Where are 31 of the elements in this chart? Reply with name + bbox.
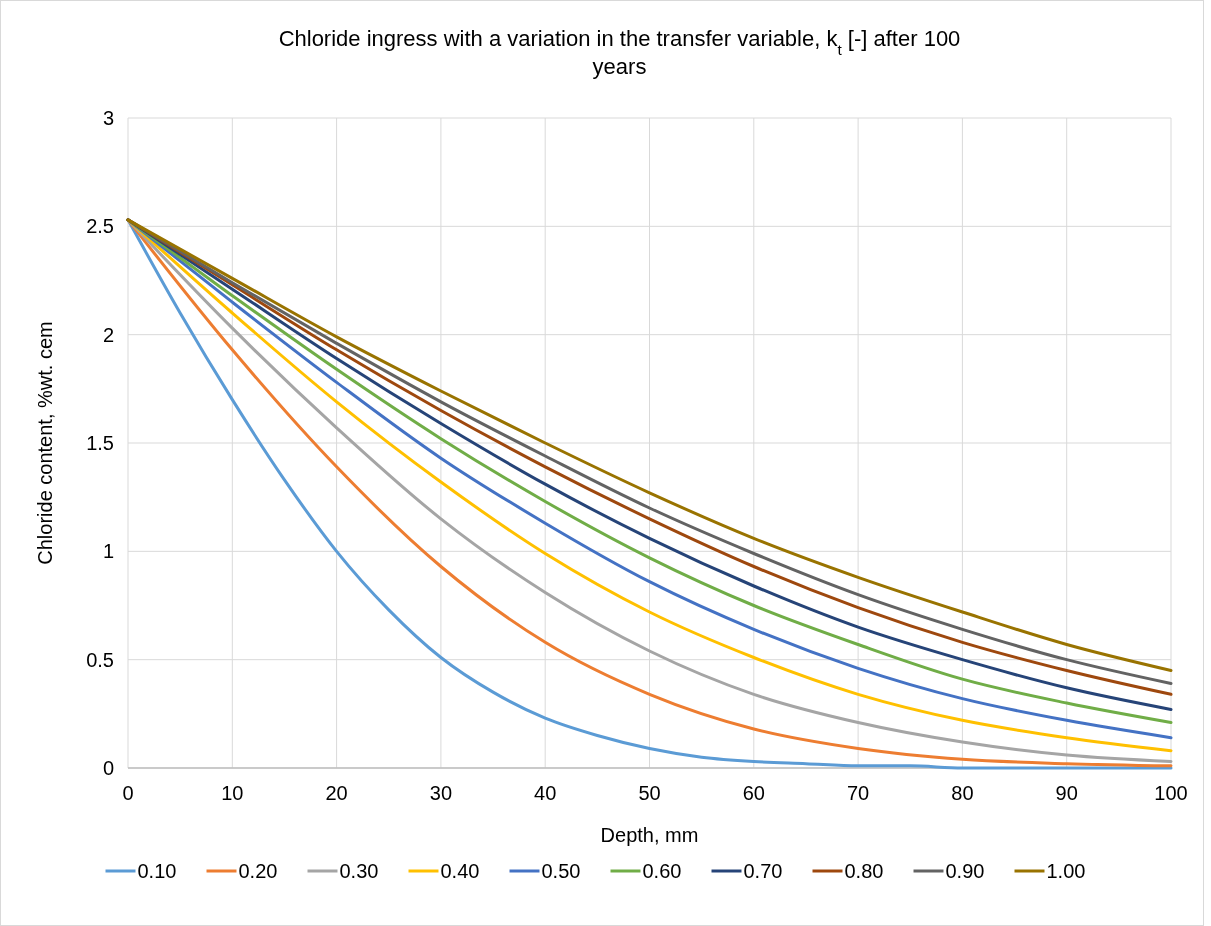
legend-label: 0.80 bbox=[844, 860, 884, 882]
legend-label: 0.40 bbox=[440, 860, 480, 882]
chart-title: Chloride ingress with a variation in the transfer variable, k$_{t}$ [-] after 100 years bbox=[278, 26, 961, 79]
x-tick-label: 80 bbox=[951, 782, 974, 804]
y-tick-label: 0 bbox=[102, 757, 114, 779]
y-tick-label: 3 bbox=[102, 107, 114, 129]
legend-label: 0.20 bbox=[238, 860, 278, 882]
x-tick-label: 10 bbox=[221, 782, 244, 804]
legend-label: 0.90 bbox=[945, 860, 985, 882]
legend-label: 0.30 bbox=[339, 860, 379, 882]
y-tick-label: 2 bbox=[102, 323, 114, 346]
x-tick-label: 70 bbox=[846, 782, 870, 804]
x-tick-label: 100 bbox=[1154, 782, 1188, 804]
legend-label: 0.70 bbox=[743, 860, 783, 882]
y-axis-title: Chloride content, %wt. cem bbox=[34, 321, 56, 565]
legend-label: 0.10 bbox=[137, 860, 177, 882]
x-axis-title: Depth, mm bbox=[600, 824, 699, 846]
y-tick-label: 0.5 bbox=[86, 648, 114, 671]
legend-label: 0.60 bbox=[642, 860, 682, 882]
x-tick-label: 0 bbox=[122, 782, 134, 804]
legend-label: 0.50 bbox=[541, 860, 581, 882]
x-tick-label: 60 bbox=[742, 782, 765, 804]
x-tick-label: 90 bbox=[1055, 782, 1078, 804]
legend-label: 1.00 bbox=[1046, 860, 1086, 882]
y-tick-label: 1.5 bbox=[86, 432, 114, 454]
x-tick-label: 30 bbox=[429, 782, 453, 804]
x-tick-label: 20 bbox=[325, 782, 348, 804]
x-tick-label: 50 bbox=[638, 782, 661, 804]
y-tick-label: 1 bbox=[102, 540, 114, 563]
y-tick-label: 2.5 bbox=[86, 215, 114, 238]
x-tick-label: 40 bbox=[534, 782, 557, 804]
